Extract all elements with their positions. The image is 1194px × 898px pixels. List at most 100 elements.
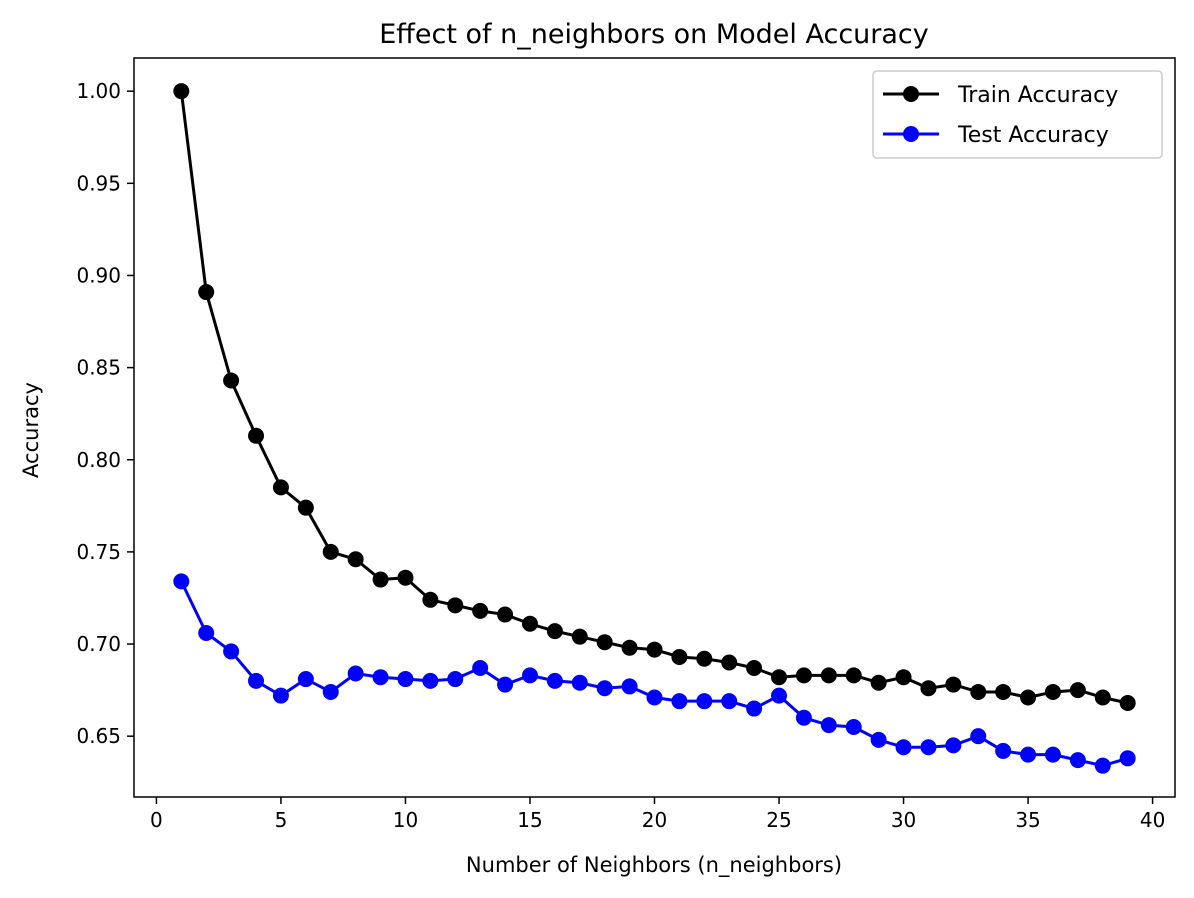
legend-test-label: Test Accuracy bbox=[957, 123, 1109, 148]
data-point bbox=[173, 83, 190, 100]
data-point bbox=[248, 427, 265, 444]
data-point bbox=[347, 551, 364, 568]
data-point bbox=[970, 728, 987, 745]
data-point bbox=[1044, 746, 1061, 763]
data-point bbox=[795, 709, 812, 726]
data-point bbox=[895, 739, 912, 756]
data-point bbox=[945, 737, 962, 754]
legend: Train Accuracy Test Accuracy bbox=[872, 70, 1163, 159]
x-tick-label: 10 bbox=[393, 808, 418, 832]
data-point bbox=[1119, 695, 1136, 712]
y-tick-label: 1.00 bbox=[76, 79, 121, 103]
data-point bbox=[173, 573, 190, 590]
data-point bbox=[621, 639, 638, 656]
data-point bbox=[1044, 683, 1061, 700]
data-point bbox=[721, 654, 738, 671]
x-tick-label: 35 bbox=[1015, 808, 1040, 832]
legend-box bbox=[872, 70, 1163, 159]
data-point bbox=[1069, 682, 1086, 699]
data-point bbox=[472, 602, 489, 619]
data-point bbox=[995, 742, 1012, 759]
data-point bbox=[497, 606, 514, 623]
data-point bbox=[1094, 689, 1111, 706]
data-point bbox=[397, 569, 414, 586]
data-point bbox=[920, 739, 937, 756]
y-tick-label: 0.80 bbox=[76, 448, 121, 472]
data-point bbox=[447, 671, 464, 688]
data-point bbox=[771, 687, 788, 704]
data-point bbox=[1020, 689, 1037, 706]
y-tick-label: 0.90 bbox=[76, 263, 121, 287]
data-point bbox=[646, 641, 663, 658]
data-point bbox=[1020, 746, 1037, 763]
data-point bbox=[646, 689, 663, 706]
data-point bbox=[820, 667, 837, 684]
x-tick-label: 25 bbox=[766, 808, 791, 832]
data-point bbox=[696, 693, 713, 710]
y-tick-label: 0.85 bbox=[76, 356, 121, 380]
y-axis-ticks: 0.65 0.70 0.75 0.80 0.85 0.90 0.95 1.00 bbox=[76, 79, 134, 748]
x-axis-ticks: 0 5 10 15 20 25 30 35 40 bbox=[150, 797, 1165, 832]
data-point bbox=[571, 628, 588, 645]
data-point bbox=[198, 284, 215, 301]
data-point bbox=[596, 680, 613, 697]
data-point bbox=[1094, 757, 1111, 774]
data-point bbox=[795, 667, 812, 684]
y-tick-label: 0.75 bbox=[76, 540, 121, 564]
x-axis-label: Number of Neighbors (n_neighbors) bbox=[466, 853, 842, 878]
x-tick-label: 15 bbox=[517, 808, 542, 832]
data-point bbox=[272, 687, 289, 704]
data-point bbox=[198, 624, 215, 641]
data-point bbox=[297, 499, 314, 516]
data-point bbox=[372, 571, 389, 588]
data-point bbox=[671, 648, 688, 665]
series-layer bbox=[173, 83, 1136, 774]
plot-frame bbox=[133, 57, 1176, 798]
y-tick-label: 0.95 bbox=[76, 171, 121, 195]
x-tick-label: 40 bbox=[1140, 808, 1165, 832]
data-point bbox=[223, 372, 240, 389]
data-point bbox=[546, 623, 563, 640]
data-point bbox=[297, 671, 314, 688]
data-point bbox=[845, 718, 862, 735]
data-point bbox=[447, 597, 464, 614]
data-point bbox=[347, 665, 364, 682]
x-tick-label: 20 bbox=[642, 808, 667, 832]
data-point bbox=[1119, 750, 1136, 767]
data-point bbox=[820, 717, 837, 734]
data-point bbox=[920, 680, 937, 697]
data-point bbox=[945, 676, 962, 693]
data-point bbox=[571, 674, 588, 691]
x-tick-label: 30 bbox=[891, 808, 916, 832]
x-tick-label: 0 bbox=[150, 808, 163, 832]
data-point bbox=[397, 671, 414, 688]
data-point bbox=[721, 693, 738, 710]
data-point bbox=[696, 650, 713, 667]
y-axis-label: Accuracy bbox=[19, 382, 43, 478]
data-point bbox=[521, 615, 538, 632]
data-point bbox=[248, 672, 265, 689]
data-point bbox=[671, 693, 688, 710]
data-point bbox=[746, 660, 763, 676]
data-point bbox=[546, 672, 563, 689]
legend-train-marker bbox=[903, 86, 919, 102]
data-point bbox=[596, 634, 613, 651]
y-tick-label: 0.70 bbox=[76, 632, 121, 656]
data-point bbox=[472, 660, 489, 676]
data-point bbox=[621, 678, 638, 695]
legend-test-marker bbox=[903, 126, 919, 142]
data-point bbox=[746, 700, 763, 717]
data-point bbox=[1069, 752, 1086, 769]
data-point bbox=[322, 683, 339, 700]
y-tick-label: 0.65 bbox=[76, 724, 121, 748]
data-point bbox=[223, 643, 240, 660]
data-point bbox=[272, 479, 289, 496]
data-point bbox=[970, 683, 987, 700]
data-point bbox=[995, 683, 1012, 700]
data-point bbox=[870, 731, 887, 748]
data-point bbox=[322, 543, 339, 560]
data-point bbox=[895, 669, 912, 686]
data-point bbox=[422, 672, 439, 689]
legend-train-label: Train Accuracy bbox=[957, 83, 1118, 108]
